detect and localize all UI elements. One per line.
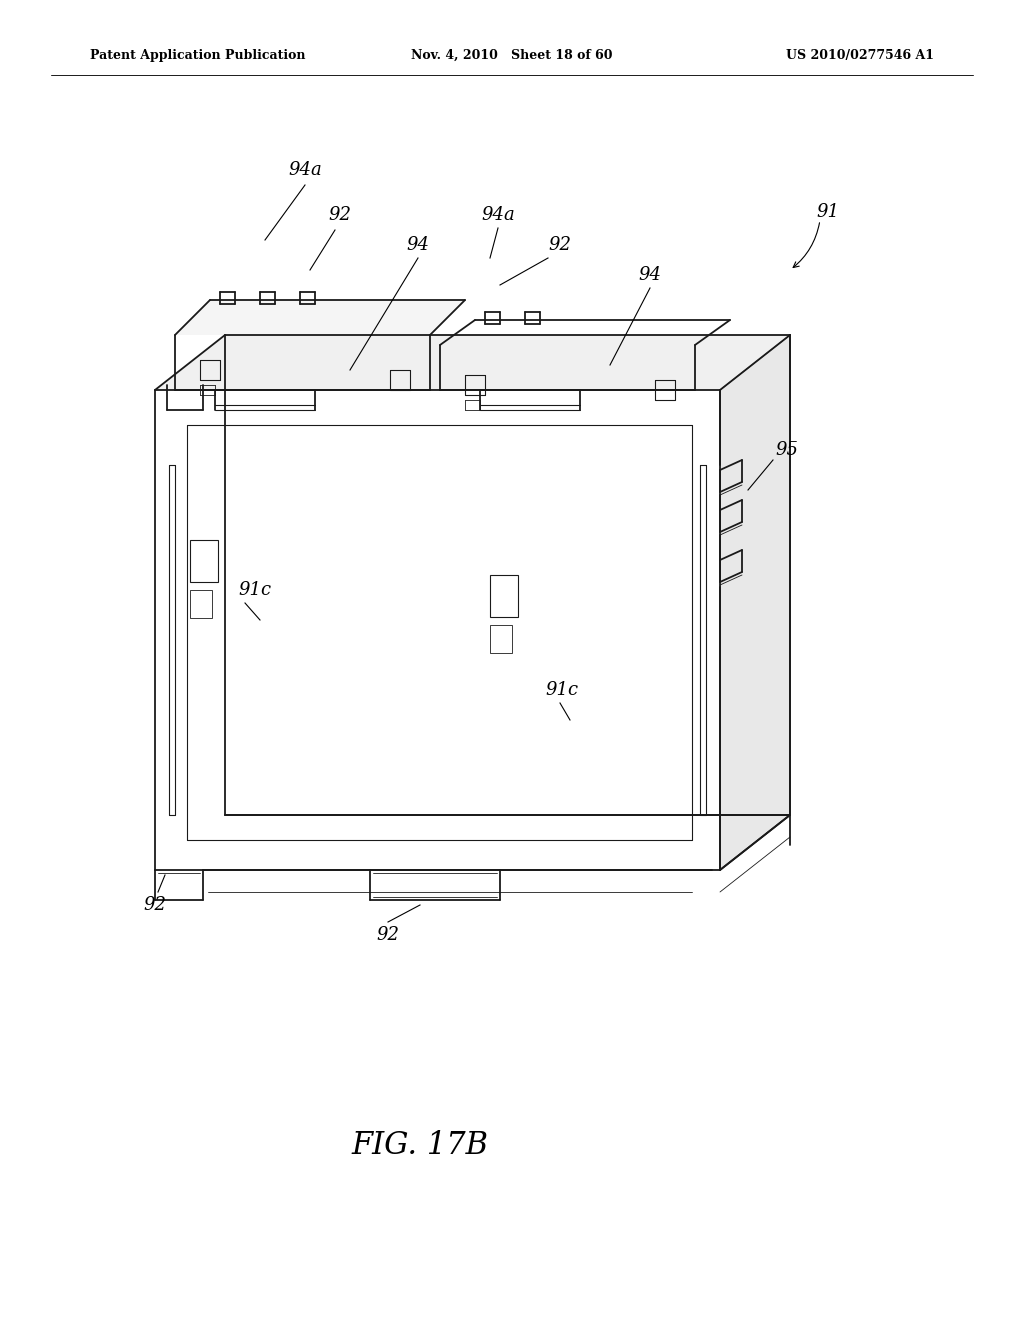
Text: Nov. 4, 2010   Sheet 18 of 60: Nov. 4, 2010 Sheet 18 of 60 bbox=[412, 49, 612, 62]
Polygon shape bbox=[155, 335, 790, 389]
Text: 91c: 91c bbox=[545, 681, 579, 700]
Text: 94a: 94a bbox=[481, 206, 515, 224]
Bar bbox=[490, 624, 512, 653]
Text: 91: 91 bbox=[816, 203, 840, 220]
Text: Patent Application Publication: Patent Application Publication bbox=[90, 49, 305, 62]
Text: FIG. 17B: FIG. 17B bbox=[351, 1130, 488, 1160]
Text: 92: 92 bbox=[143, 896, 167, 913]
Text: 94a: 94a bbox=[288, 161, 322, 180]
Text: 94: 94 bbox=[639, 267, 662, 284]
Bar bbox=[190, 590, 212, 618]
Text: 92: 92 bbox=[377, 927, 399, 944]
Polygon shape bbox=[175, 300, 465, 335]
Text: 94: 94 bbox=[407, 236, 429, 253]
Polygon shape bbox=[155, 389, 720, 870]
Text: 91c: 91c bbox=[238, 581, 271, 599]
Text: 92: 92 bbox=[329, 206, 351, 224]
Text: US 2010/0277546 A1: US 2010/0277546 A1 bbox=[786, 49, 934, 62]
Text: 95: 95 bbox=[775, 441, 798, 459]
Bar bbox=[190, 540, 218, 582]
Text: 92: 92 bbox=[549, 236, 571, 253]
Bar bbox=[490, 576, 518, 616]
Polygon shape bbox=[720, 335, 790, 870]
